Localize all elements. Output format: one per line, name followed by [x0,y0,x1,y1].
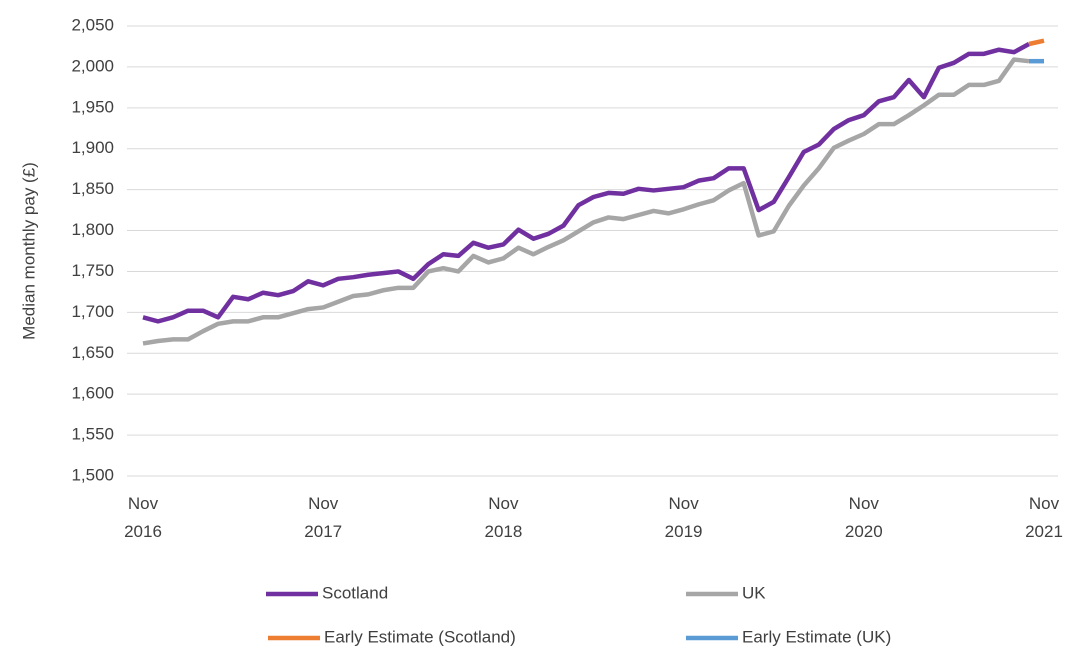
legend-label: Scotland [322,583,388,602]
x-tick-label: Nov 2018 [484,494,522,541]
x-tick-label: Nov 2019 [665,494,703,541]
y-tick-label: 1,700 [71,302,114,321]
x-tick-label-line: 2020 [845,522,883,541]
y-tick-label: 1,550 [71,425,114,444]
x-tick-label-line: 2021 [1025,522,1063,541]
y-tick-label: 1,500 [71,465,114,484]
y-tick-label: 2,050 [71,15,114,34]
series-line [142,42,1031,324]
x-tick-label-line: 2019 [665,522,703,541]
x-tick-label-line: Nov [1029,494,1060,513]
legend-label: UK [742,583,766,602]
y-tick-label: 1,950 [71,97,114,116]
y-axis-label: Median monthly pay (£) [19,162,38,340]
x-tick-label: Nov 2020 [845,494,883,541]
x-tick-label: Nov 2016 [124,494,162,541]
y-tick-label: 1,750 [71,261,114,280]
x-tick-label-line: Nov [488,494,519,513]
y-tick-label: 1,650 [71,343,114,362]
y-tick-label: 1,600 [71,384,114,403]
series-line [142,57,1030,346]
x-tick-label-line: Nov [668,494,699,513]
x-tick-label-line: Nov [308,494,339,513]
x-tick-label-line: 2018 [484,522,522,541]
x-tick-label-line: Nov [849,494,880,513]
y-tick-label: 2,000 [71,56,114,75]
y-tick-label: 1,850 [71,179,114,198]
series-line [1028,38,1045,47]
x-tick-label: Nov 2021 [1025,494,1063,541]
y-tick-label: 1,900 [71,138,114,157]
x-tick-label-line: 2016 [124,522,162,541]
legend-label: Early Estimate (Scotland) [324,627,516,646]
y-tick-label: 1,800 [71,220,114,239]
x-tick-label-line: Nov [128,494,159,513]
x-tick-label: Nov 2017 [304,494,342,541]
x-tick-label-line: 2017 [304,522,342,541]
legend-label: Early Estimate (UK) [742,627,891,646]
